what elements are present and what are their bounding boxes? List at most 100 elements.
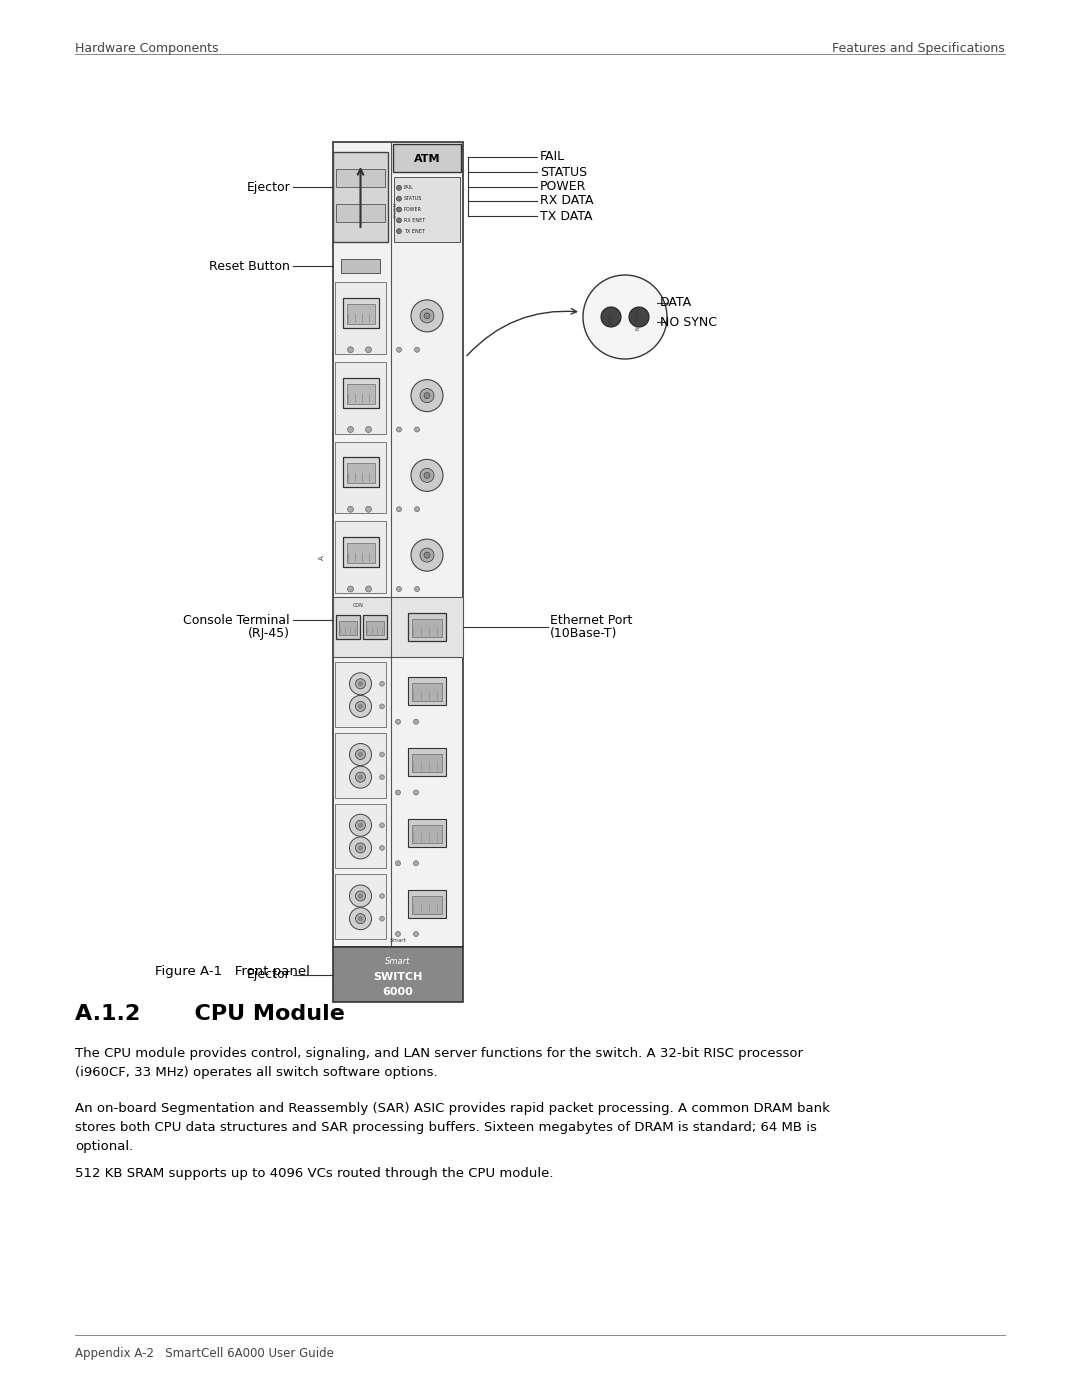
Bar [411,895,442,914]
Circle shape [348,346,353,353]
Circle shape [420,388,434,402]
Circle shape [355,842,365,854]
Text: SWITCH: SWITCH [374,971,422,982]
Text: RX DATA: RX DATA [540,194,594,208]
Circle shape [355,820,365,830]
Text: 512 KB SRAM supports up to 4096 VCs routed through the CPU module.: 512 KB SRAM supports up to 4096 VCs rout… [75,1166,554,1180]
Circle shape [348,506,353,513]
Text: Reset Button: Reset Button [210,260,291,272]
Bar [341,258,380,272]
Circle shape [365,426,372,433]
Circle shape [350,837,372,859]
Circle shape [414,719,419,724]
Text: SYSTEM: SYSTEM [394,201,399,218]
Text: TX ENET: TX ENET [404,229,424,233]
Circle shape [414,789,419,795]
Bar [363,615,387,638]
Circle shape [350,814,372,837]
Circle shape [396,207,402,212]
Bar [336,169,384,187]
Bar [333,152,388,242]
Circle shape [350,886,372,907]
Text: Figure A-1   Front panel: Figure A-1 Front panel [156,965,310,978]
Text: DATA: DATA [660,296,692,310]
Circle shape [359,894,363,898]
Circle shape [350,743,372,766]
Text: NO SYNC: NO SYNC [636,307,642,330]
Text: CON: CON [353,604,364,608]
Circle shape [355,773,365,782]
Circle shape [396,196,402,201]
Circle shape [424,552,430,559]
Text: Ethernet Port: Ethernet Port [550,613,633,626]
Circle shape [411,300,443,332]
Text: POWER: POWER [404,207,422,212]
Circle shape [411,460,443,492]
Circle shape [350,766,372,788]
Circle shape [396,587,402,591]
Text: Features and Specifications: Features and Specifications [833,42,1005,54]
Circle shape [420,548,434,562]
Bar [335,733,386,798]
Circle shape [420,309,434,323]
Circle shape [396,427,402,432]
Bar [411,619,442,637]
Circle shape [359,847,363,849]
Text: STATUS: STATUS [540,165,588,179]
Circle shape [379,823,384,828]
Circle shape [395,861,401,866]
Text: NO SYNC: NO SYNC [660,316,717,328]
Text: RX ENET: RX ENET [404,218,426,224]
Circle shape [395,789,401,795]
Circle shape [415,587,419,591]
Text: An on-board Segmentation and Reassembly (SAR) ASIC provides rapid packet process: An on-board Segmentation and Reassembly … [75,1102,829,1153]
Bar [408,890,446,918]
Bar [335,662,386,726]
Bar [408,613,446,641]
Bar [335,362,386,433]
Text: FAIL: FAIL [540,151,565,163]
Circle shape [379,704,384,708]
Circle shape [424,472,430,478]
Circle shape [395,932,401,936]
Circle shape [415,427,419,432]
Text: Console Terminal: Console Terminal [184,613,291,626]
Bar [408,819,446,847]
Text: A: A [319,555,325,560]
Circle shape [379,845,384,851]
Circle shape [411,380,443,412]
Circle shape [395,719,401,724]
Circle shape [355,891,365,901]
Circle shape [424,393,430,398]
Bar [335,441,386,513]
Bar [342,536,378,567]
Circle shape [411,539,443,571]
FancyArrowPatch shape [467,309,577,356]
Bar [347,464,375,483]
Bar [393,144,461,172]
Text: Ejector: Ejector [246,968,291,981]
Text: FAIL: FAIL [404,186,414,190]
Bar [342,377,378,408]
Text: ATM: ATM [414,154,441,163]
Bar [335,521,386,592]
Bar [342,298,378,328]
Text: Ejector: Ejector [246,180,291,194]
Circle shape [359,753,363,757]
Circle shape [396,229,402,233]
Bar [336,615,360,638]
Text: (RJ-45): (RJ-45) [248,627,291,640]
Text: Smart: Smart [386,957,410,965]
Text: 6000: 6000 [382,988,414,997]
Text: Appendix A-2   SmartCell 6A000 User Guide: Appendix A-2 SmartCell 6A000 User Guide [75,1347,334,1361]
Circle shape [348,585,353,592]
Bar [347,384,375,404]
Bar [339,622,357,636]
Bar [342,457,378,488]
Circle shape [379,752,384,757]
Circle shape [359,704,363,708]
Text: (10Base-T): (10Base-T) [550,627,618,640]
Circle shape [348,426,353,433]
Bar [347,543,375,563]
Circle shape [359,775,363,780]
